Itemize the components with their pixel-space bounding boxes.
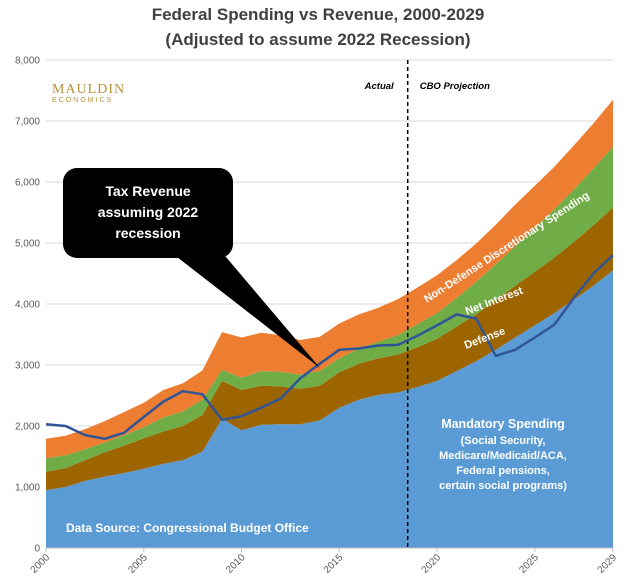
callout-line-1: Tax Revenue <box>105 183 191 199</box>
chart-title: Federal Spending vs Revenue, 2000-2029 <box>152 5 485 24</box>
x-tick-label: 2020 <box>420 552 444 576</box>
logo-main-text: MAULDIN <box>52 82 125 97</box>
x-tick-label: 2029 <box>596 552 620 576</box>
y-tick-label: 8,000 <box>15 56 40 67</box>
mauldin-logo: MAULDIN ECONOMICS <box>52 82 125 104</box>
mandatory-line-5: certain social programs) <box>439 480 567 492</box>
y-tick-label: 6,000 <box>15 178 40 189</box>
stacked-areas <box>46 99 613 548</box>
actual-label: Actual <box>364 81 394 92</box>
mandatory-line-4: Federal pensions, <box>456 465 550 477</box>
y-tick-label: 5,000 <box>15 239 40 250</box>
mandatory-label: Mandatory Spending (Social Security, Med… <box>439 417 567 492</box>
revenue-callout: Tax Revenue assuming 2022 recession <box>63 168 320 368</box>
projection-label: CBO Projection <box>420 81 490 92</box>
data-source: Data Source: Congressional Budget Office <box>66 521 309 535</box>
callout-line-2: assuming 2022 <box>98 204 199 220</box>
x-tick-label: 2015 <box>322 552 346 576</box>
area-mandatory-spending <box>46 270 613 548</box>
y-tick-label: 4,000 <box>15 300 40 311</box>
mandatory-line-1: Mandatory Spending <box>441 417 565 431</box>
area-defense <box>46 207 613 491</box>
callout-line-3: recession <box>115 225 180 241</box>
y-axis: 0 1,000 2,000 3,000 4,000 5,000 6,000 7,000 8,00… <box>15 56 40 555</box>
x-tick-label: 2025 <box>517 552 541 576</box>
logo-sub-text: ECONOMICS <box>52 97 113 104</box>
callout-box <box>63 168 233 258</box>
x-tick-label: 2005 <box>126 552 150 576</box>
mandatory-line-3: Medicare/Medicaid/ACA, <box>439 450 567 462</box>
x-tick-label: 2000 <box>29 552 53 576</box>
x-axis: 2000 2005 2010 2015 2020 2025 2029 <box>29 547 620 576</box>
x-tick-label: 2010 <box>224 552 248 576</box>
y-tick-label: 2,000 <box>15 422 40 433</box>
y-tick-label: 3,000 <box>15 361 40 372</box>
y-tick-label: 1,000 <box>15 483 40 494</box>
chart-subtitle: (Adjusted to assume 2022 Recession) <box>165 30 470 49</box>
area-non-defense-discretionary-spending <box>46 99 613 459</box>
y-tick-label: 7,000 <box>15 117 40 128</box>
y-tick-label: 0 <box>34 544 40 555</box>
mandatory-line-2: (Social Security, <box>461 435 546 447</box>
callout-pointer <box>168 250 320 368</box>
revenue-line <box>45 254 614 441</box>
